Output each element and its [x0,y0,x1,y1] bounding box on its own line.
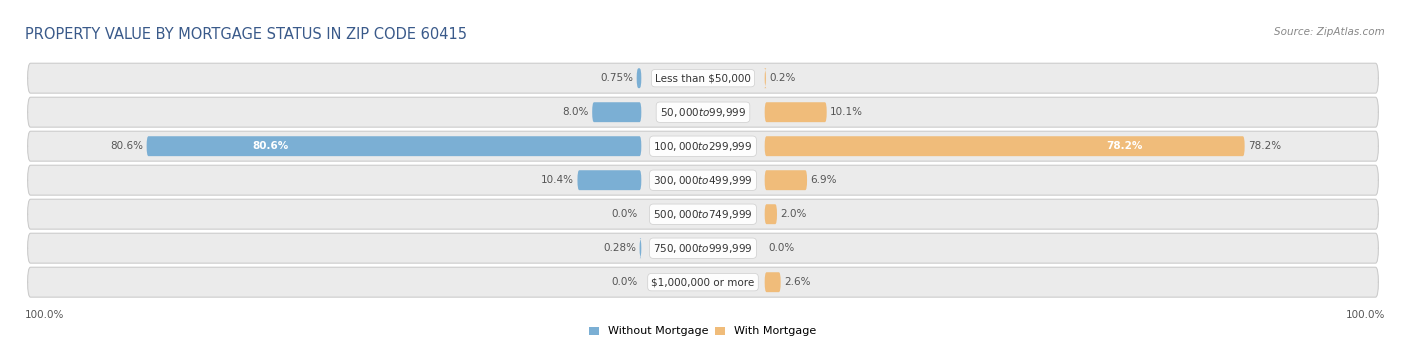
Text: 80.6%: 80.6% [111,141,143,151]
Text: 78.2%: 78.2% [1107,141,1143,151]
Text: 100.0%: 100.0% [1346,310,1385,320]
FancyBboxPatch shape [28,267,1378,297]
Text: 10.4%: 10.4% [541,175,574,185]
FancyBboxPatch shape [28,131,1378,161]
FancyBboxPatch shape [765,170,807,190]
FancyBboxPatch shape [28,165,1378,195]
Text: 2.0%: 2.0% [780,209,807,219]
FancyBboxPatch shape [592,102,641,122]
Text: 6.9%: 6.9% [810,175,837,185]
Text: PROPERTY VALUE BY MORTGAGE STATUS IN ZIP CODE 60415: PROPERTY VALUE BY MORTGAGE STATUS IN ZIP… [25,27,467,42]
FancyBboxPatch shape [765,102,827,122]
FancyBboxPatch shape [578,170,641,190]
Text: $300,000 to $499,999: $300,000 to $499,999 [654,174,752,187]
FancyBboxPatch shape [28,63,1378,93]
Text: $100,000 to $299,999: $100,000 to $299,999 [654,140,752,153]
Text: 2.6%: 2.6% [785,277,810,287]
Text: 0.75%: 0.75% [600,73,634,83]
Text: 0.0%: 0.0% [768,243,794,253]
Text: 0.2%: 0.2% [769,73,796,83]
Text: 80.6%: 80.6% [252,141,288,151]
FancyBboxPatch shape [765,204,778,224]
FancyBboxPatch shape [637,68,641,88]
Text: Less than $50,000: Less than $50,000 [655,73,751,83]
Text: 0.0%: 0.0% [612,209,638,219]
FancyBboxPatch shape [765,136,1244,156]
Text: 0.0%: 0.0% [612,277,638,287]
Text: 78.2%: 78.2% [1249,141,1281,151]
FancyBboxPatch shape [146,136,641,156]
FancyBboxPatch shape [763,68,766,88]
Text: 8.0%: 8.0% [562,107,589,117]
Text: $500,000 to $749,999: $500,000 to $749,999 [654,208,752,221]
Text: 0.28%: 0.28% [603,243,637,253]
Text: Source: ZipAtlas.com: Source: ZipAtlas.com [1274,27,1385,37]
Legend: Without Mortgage, With Mortgage: Without Mortgage, With Mortgage [589,326,817,337]
FancyBboxPatch shape [765,272,780,292]
FancyBboxPatch shape [28,199,1378,229]
Text: 10.1%: 10.1% [830,107,863,117]
FancyBboxPatch shape [640,238,641,258]
Text: 100.0%: 100.0% [25,310,65,320]
Text: $50,000 to $99,999: $50,000 to $99,999 [659,106,747,119]
FancyBboxPatch shape [28,97,1378,127]
Text: $750,000 to $999,999: $750,000 to $999,999 [654,242,752,255]
Text: $1,000,000 or more: $1,000,000 or more [651,277,755,287]
FancyBboxPatch shape [28,233,1378,263]
